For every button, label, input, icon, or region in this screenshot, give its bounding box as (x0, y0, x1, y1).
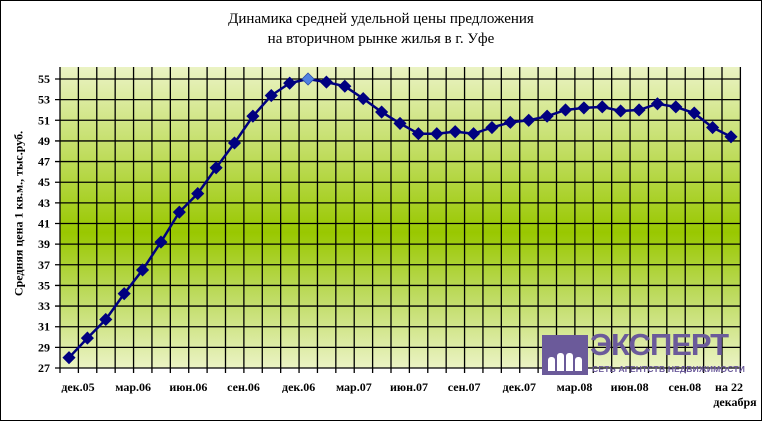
chart-title-line-1: Динамика средней удельной цены предложен… (228, 11, 534, 27)
expert-logo: ЭКСПЕРТ СЕТЬ АГЕНТСТВ НЕДВИЖИМОСТИ (542, 327, 746, 377)
data-point-diamond-icon (62, 351, 76, 365)
data-point-diamond-icon (301, 72, 315, 86)
data-point-diamond-icon (246, 109, 260, 123)
data-point-diamond-icon (283, 76, 297, 90)
data-point-diamond-icon (540, 109, 554, 123)
x-tick-label: июн.08 (611, 380, 649, 394)
y-tick-label: 47 (38, 155, 50, 169)
logo-mark-icon (542, 335, 588, 375)
y-tick-label: 29 (38, 340, 50, 354)
data-point-diamond-icon (466, 127, 481, 141)
y-tick-label: 35 (38, 278, 50, 292)
y-tick-label: 31 (38, 320, 50, 334)
data-point-diamond-icon (319, 75, 334, 89)
x-tick-label: мар.08 (557, 380, 593, 394)
x-tick-label: сен.07 (448, 380, 481, 394)
x-tick-label: июн.07 (390, 380, 428, 394)
data-point-diamond-icon (430, 127, 444, 141)
y-tick-label: 43 (38, 196, 50, 210)
data-point-diamond-icon (669, 100, 683, 114)
x-axis: дек.05 мар.06 июн.06 сен.06 дек.06 мар.07 июн.… (61, 380, 757, 409)
x-tick-label: дек.06 (282, 380, 315, 394)
chart-title: Динамика средней удельной цены предложен… (0, 9, 762, 49)
y-tick-label: 39 (38, 237, 50, 251)
x-tick-label: на 22 (715, 380, 743, 394)
logo-subtitle: СЕТЬ АГЕНТСТВ НЕДВИЖИМОСТИ (592, 364, 746, 374)
y-tick-label: 51 (38, 113, 50, 127)
data-point-diamond-icon (577, 101, 591, 115)
data-point-diamond-icon (650, 97, 665, 111)
data-point-diamond-icon (724, 130, 738, 144)
x-tick-label: сен.08 (668, 380, 701, 394)
data-point-diamond-icon (411, 127, 425, 141)
data-point-diamond-icon (135, 263, 150, 277)
y-axis: 27 29 31 33 35 37 39 41 43 45 47 49 51 53 55 (38, 72, 50, 375)
data-point-diamond-icon (191, 187, 205, 201)
x-tick-label: июн.06 (169, 380, 207, 394)
data-point-diamond-icon (264, 88, 278, 103)
data-point-diamond-icon (154, 235, 168, 249)
x-tick-label: сен.06 (227, 380, 260, 394)
x-tick-label: мар.06 (115, 380, 151, 394)
x-tick-label: декабря (713, 395, 757, 409)
data-point-diamond-icon (614, 104, 628, 118)
data-point-diamond-icon (99, 312, 113, 327)
data-point-diamond-icon (393, 116, 407, 130)
data-point-diamond-icon (632, 103, 646, 117)
data-point-diamond-icon (209, 161, 223, 175)
data-point-diamond-icon (338, 79, 352, 93)
data-point-diamond-icon (80, 331, 94, 345)
logo-wordmark: ЭКСПЕРТ (590, 327, 729, 362)
data-point-diamond-icon (356, 92, 370, 106)
y-tick-label: 53 (38, 93, 50, 107)
data-point-diamond-icon (558, 103, 573, 117)
data-point-diamond-icon (522, 113, 536, 127)
data-point-diamond-icon (595, 100, 609, 114)
x-tick-label: дек.07 (503, 380, 536, 394)
y-tick-label: 45 (38, 175, 50, 189)
data-point-diamond-icon (227, 136, 242, 150)
chart-title-line-2: на вторичном рынке жилья в г. Уфе (267, 31, 495, 47)
data-point-diamond-icon (485, 120, 499, 135)
data-point-diamond-icon (117, 287, 131, 301)
data-point-diamond-icon (687, 106, 701, 120)
y-tick-label: 27 (38, 361, 50, 375)
y-tick-label: 37 (38, 258, 50, 272)
x-tick-label: мар.07 (336, 380, 372, 394)
y-tick-label: 41 (38, 217, 50, 231)
y-tick-label: 49 (38, 134, 50, 148)
data-series (62, 72, 738, 365)
data-point-diamond-icon (172, 205, 186, 219)
x-tick-label: дек.05 (61, 380, 94, 394)
data-point-diamond-icon (375, 105, 389, 119)
y-tick-label: 55 (38, 72, 50, 86)
data-point-diamond-icon (706, 120, 720, 135)
y-tick-label: 33 (38, 299, 50, 313)
data-point-diamond-icon (503, 115, 517, 129)
data-point-diamond-icon (448, 125, 462, 139)
